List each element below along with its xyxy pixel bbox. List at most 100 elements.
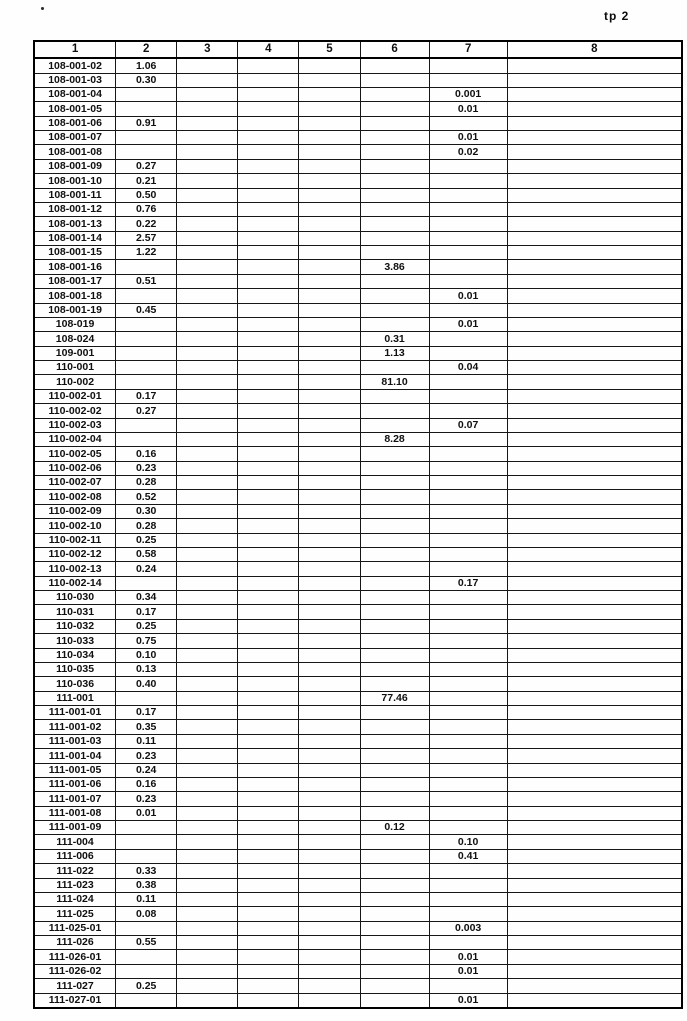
value-cell [298,244,361,261]
column-header: 7 [428,40,508,59]
value-cell [506,848,683,865]
value-cell [359,187,430,203]
value-cell [115,259,178,275]
table-body: 108-001-02 1.06 108-001-03 0.30 108-001-04 0.… [33,57,683,1009]
value-cell [298,920,361,937]
row-id-cell: 111-001-03 [33,733,117,750]
value-cell [176,115,239,132]
value-cell: 0.12 [359,819,430,836]
value-cell [176,331,239,347]
value-cell: 0.58 [115,546,178,563]
value-cell [359,719,430,735]
value-cell [359,604,430,620]
value-cell: 0.23 [115,791,178,807]
table-row: 111-027-01 0.01 [33,992,683,1009]
value-cell: 1.13 [359,345,430,362]
value-cell [506,302,683,318]
value-cell [428,791,508,807]
value-cell [298,546,361,563]
value-cell [115,848,178,865]
value-cell [237,819,300,836]
value-cell [237,676,300,692]
value-cell [506,259,683,275]
value-cell [176,978,239,994]
value-cell [115,431,178,448]
value-cell [506,877,683,893]
value-cell [359,978,430,994]
value-cell [176,719,239,735]
value-cell: 81.10 [359,374,430,390]
value-cell [176,891,239,908]
row-id-cell: 111-026-02 [33,963,117,980]
row-id-cell: 110-002-11 [33,532,117,548]
value-cell [298,460,361,477]
row-id-cell: 110-031 [33,604,117,620]
value-cell: 0.22 [115,216,178,232]
value-cell [359,474,430,491]
value-cell [237,618,300,635]
value-cell [428,331,508,347]
value-cell [115,834,178,850]
value-cell [237,733,300,750]
value-cell [506,776,683,793]
value-cell [237,201,300,218]
value-cell [176,345,239,362]
value-cell [428,302,508,318]
value-cell [359,518,430,534]
value-cell [176,518,239,534]
value-cell [298,331,361,347]
value-cell: 3.86 [359,259,430,275]
value-cell [298,302,361,318]
value-cell: 0.01 [428,949,508,965]
value-cell: 0.07 [428,417,508,433]
value-cell: 0.91 [115,115,178,132]
value-cell: 0.23 [115,460,178,477]
value-cell [237,489,300,505]
value-cell: 0.16 [115,446,178,462]
value-cell [176,733,239,750]
value-cell: 0.27 [115,403,178,419]
table-row: 108-001-14 2.57 [33,230,683,247]
value-cell [298,949,361,965]
value-cell [428,403,508,419]
value-cell [237,57,300,74]
value-cell [506,805,683,822]
value-cell [428,676,508,692]
table-row: 111-025 0.08 [33,906,683,922]
value-cell [237,129,300,146]
table-row: 108-001-17 0.51 [33,273,683,290]
column-header: 1 [33,40,117,59]
value-cell [115,819,178,836]
value-cell [428,776,508,793]
value-cell [237,949,300,965]
value-cell [115,144,178,160]
table-row: 111-027 0.25 [33,978,683,994]
value-cell [176,676,239,692]
row-id-cell: 111-001-07 [33,791,117,807]
value-cell [237,115,300,132]
value-cell [359,877,430,893]
value-cell [298,158,361,175]
value-cell [359,503,430,520]
value-cell [359,115,430,132]
value-cell: 0.30 [115,503,178,520]
value-cell [237,963,300,980]
row-id-cell: 108-001-05 [33,101,117,117]
value-cell [428,805,508,822]
table-row: 110-002-10 0.28 [33,518,683,534]
value-cell [176,129,239,146]
value-cell [176,992,239,1009]
value-cell [506,57,683,74]
value-cell [237,791,300,807]
value-cell [428,345,508,362]
value-cell: 0.01 [428,963,508,980]
value-cell [176,388,239,405]
value-cell [506,316,683,333]
value-cell [237,661,300,678]
value-cell [359,129,430,146]
value-cell: 0.23 [115,748,178,764]
table-row: 111-001-03 0.11 [33,733,683,750]
value-cell [237,230,300,247]
value-cell [428,230,508,247]
value-cell: 0.52 [115,489,178,505]
